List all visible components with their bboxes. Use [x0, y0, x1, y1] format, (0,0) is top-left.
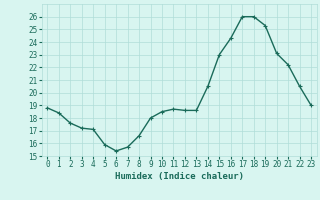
X-axis label: Humidex (Indice chaleur): Humidex (Indice chaleur) — [115, 172, 244, 181]
